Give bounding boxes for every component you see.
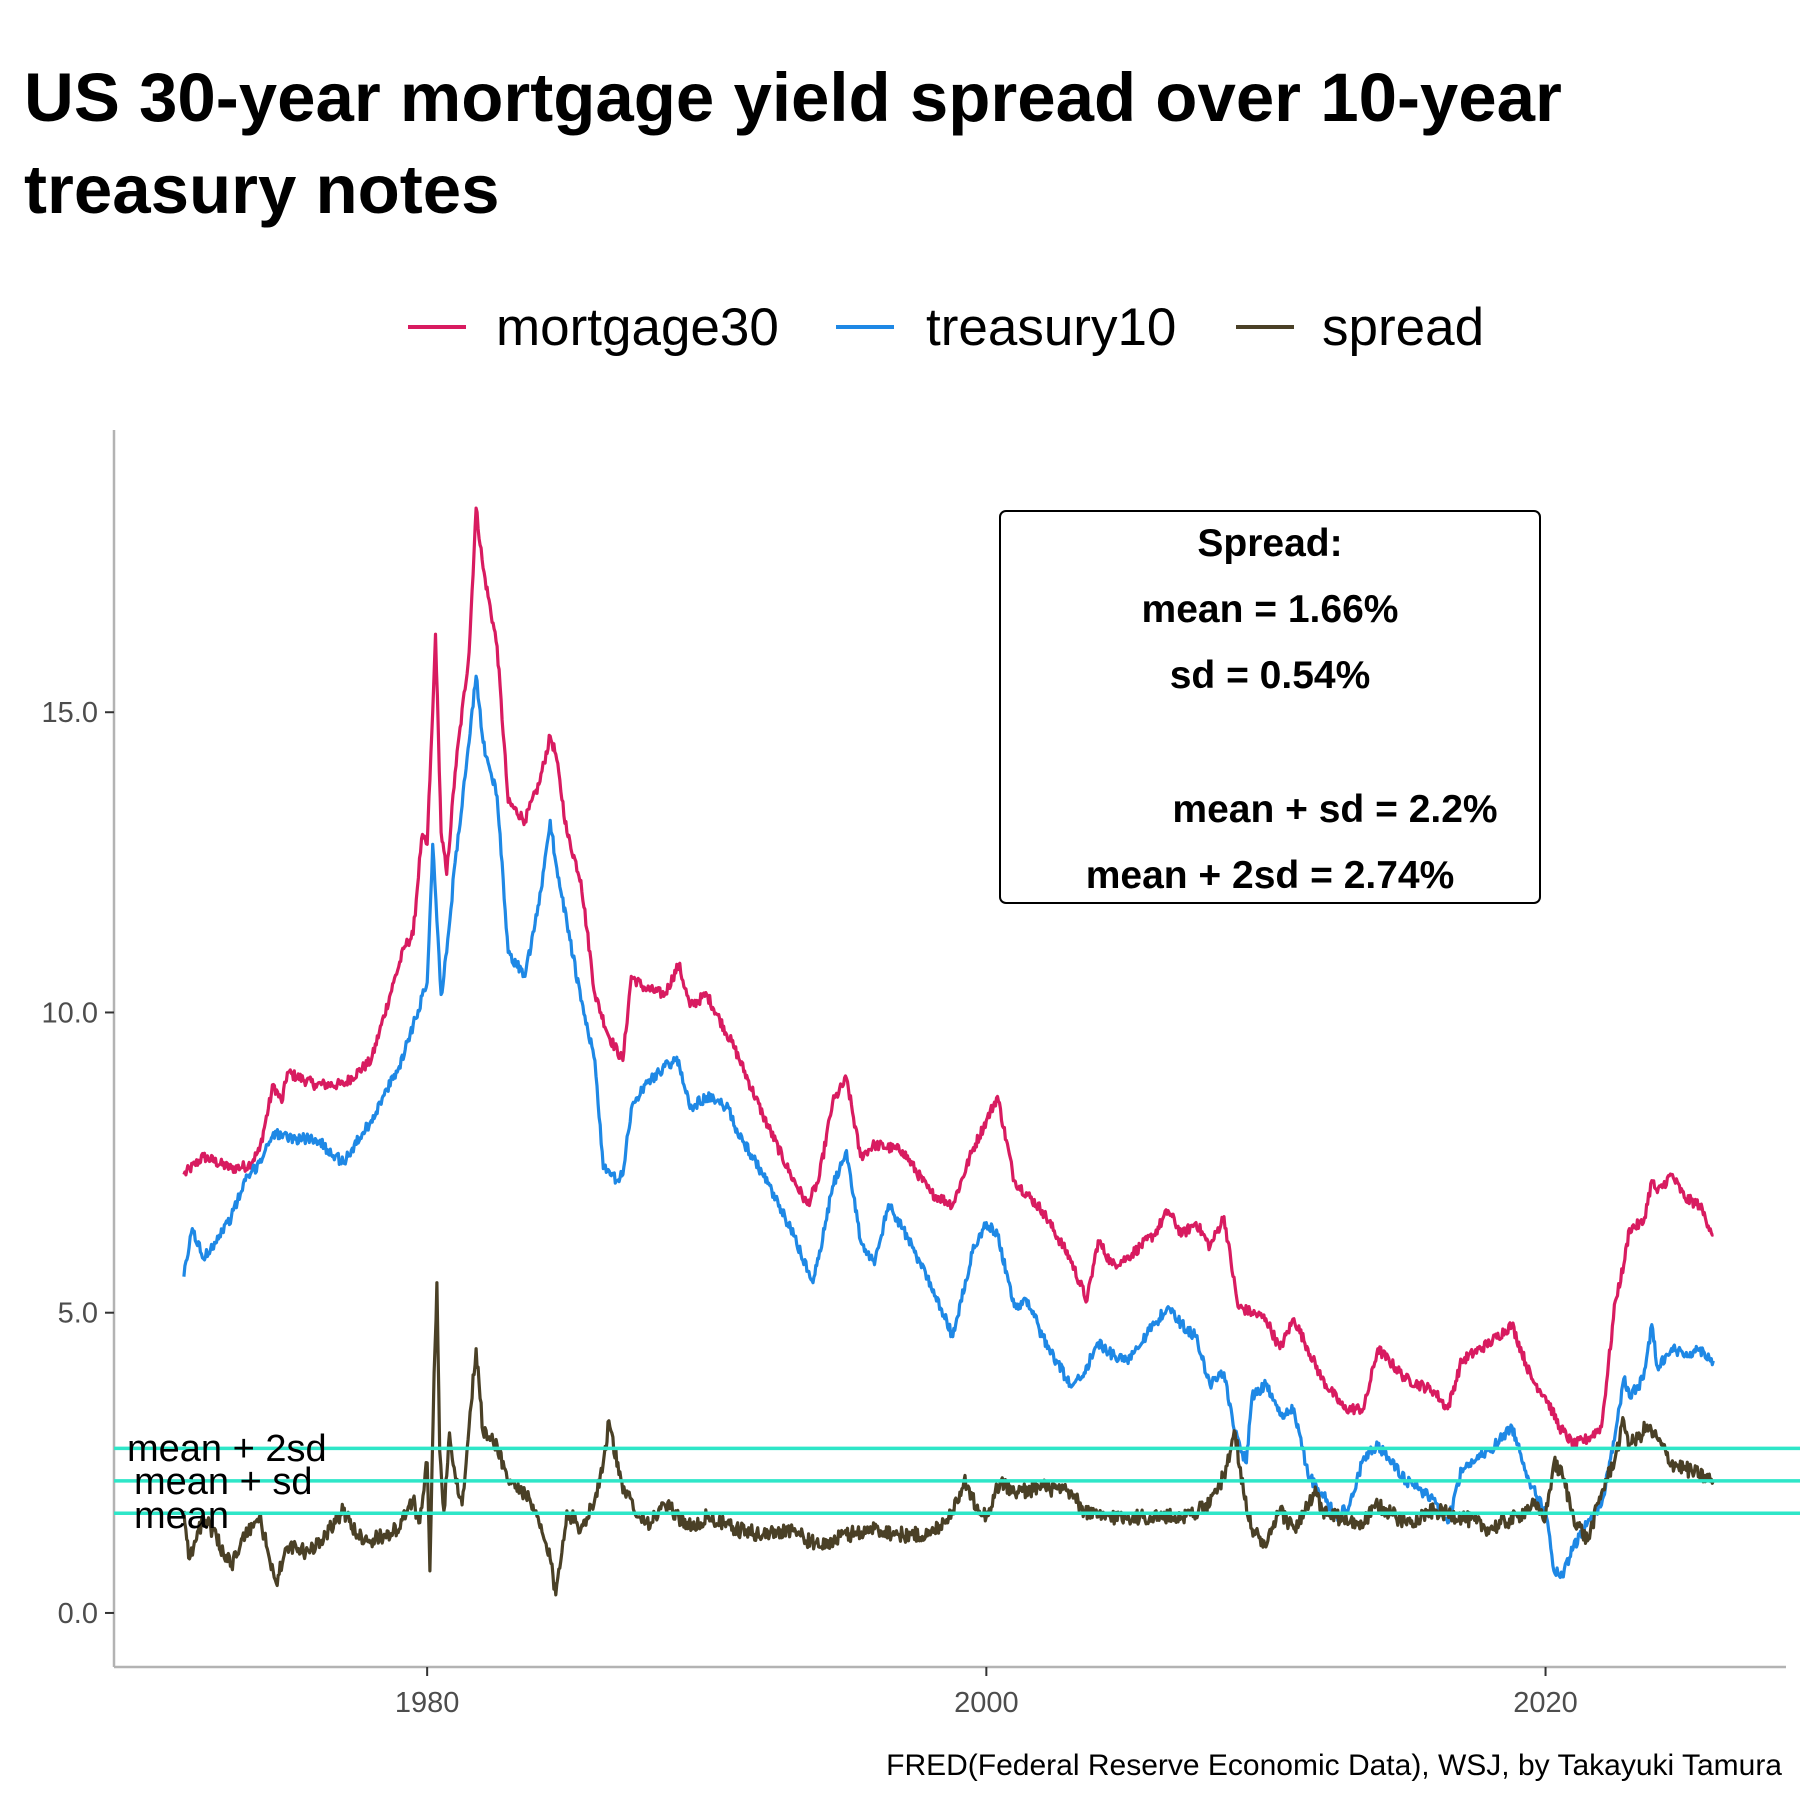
chart-title: US 30-year mortgage yield spread over 10… [24, 59, 1562, 228]
x-tick-label: 2020 [1513, 1687, 1578, 1719]
reference-line-label: mean [134, 1495, 229, 1537]
reference-line-label: mean + sd [134, 1461, 313, 1503]
y-tick-label: 10.0 [42, 997, 98, 1029]
y-tick-label: 15.0 [42, 697, 98, 729]
annotation-mean-plus-2sd: mean + 2sd = 2.74% [1086, 854, 1455, 897]
annotation-mean: mean = 1.66% [1142, 588, 1399, 631]
spread-annotation: Spread: mean = 1.66% sd = 0.54% mean + s… [999, 510, 1541, 904]
x-ticks: 1980 2000 2020 [395, 1667, 1578, 1719]
legend: mortgage30 treasury10 spread [408, 298, 1484, 357]
x-tick-label: 1980 [395, 1687, 460, 1719]
reference-line-label: mean + 2sd [127, 1428, 327, 1470]
annotation-mean-plus-sd: mean + sd = 2.2% [1172, 788, 1497, 831]
annotation-box [999, 510, 1541, 904]
annotation-sd: sd = 0.54% [1170, 654, 1371, 697]
y-tick-label: 5.0 [58, 1298, 98, 1330]
legend-label-spread: spread [1322, 298, 1484, 357]
annotation-heading: Spread: [1197, 522, 1342, 565]
legend-label-treasury10: treasury10 [926, 298, 1176, 357]
series-line-spread [182, 1281, 1715, 1597]
y-tick-label: 0.0 [58, 1598, 98, 1630]
chart-caption: FRED(Federal Reserve Economic Data), WSJ… [886, 1749, 1782, 1782]
y-ticks: 0.0 5.0 10.0 15.0 [42, 697, 114, 1630]
legend-label-mortgage30: mortgage30 [496, 298, 779, 357]
series-line-mortgage30 [182, 506, 1714, 1450]
x-tick-label: 2000 [954, 1687, 1019, 1719]
